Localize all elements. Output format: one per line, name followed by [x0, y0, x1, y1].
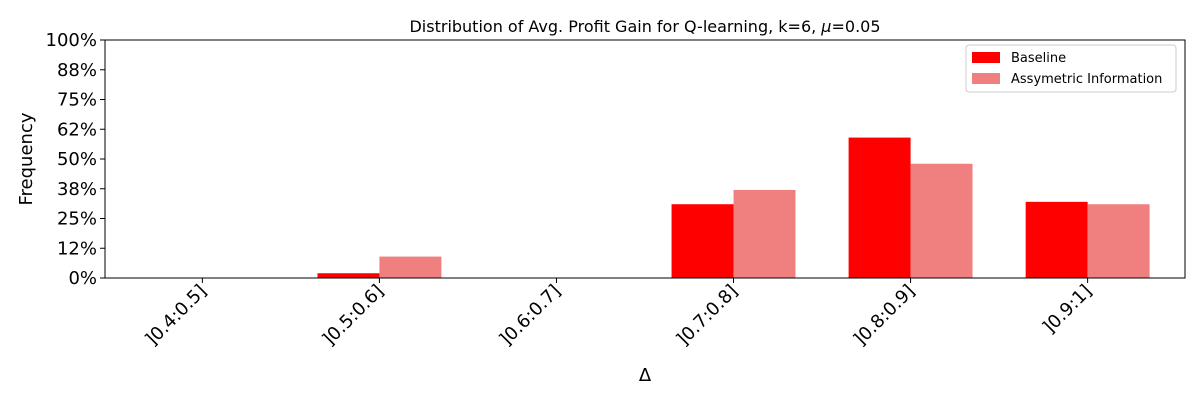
- bar-baseline-3: [671, 204, 734, 278]
- x-tick-label: ]0.6:0.7]: [495, 281, 565, 351]
- bar-baseline-1: [317, 273, 380, 278]
- y-tick-label: 50%: [57, 149, 97, 170]
- x-tick-label: ]0.8:0.9]: [850, 281, 920, 351]
- y-axis-label: Frequency: [16, 112, 37, 205]
- y-tick-label: 62%: [57, 119, 97, 140]
- bar-baseline-5: [1025, 201, 1088, 278]
- y-tick-label: 12%: [57, 238, 97, 259]
- bar-assymetric-information-5: [1087, 204, 1150, 278]
- x-tick-label: ]0.7:0.8]: [672, 281, 742, 351]
- bar-assymetric-information-4: [910, 163, 973, 278]
- x-axis-label: Δ: [639, 365, 652, 386]
- bar-baseline-4: [848, 137, 911, 278]
- bars-group: [317, 137, 1150, 278]
- y-tick-label: 38%: [57, 179, 97, 200]
- x-axis-ticks: ]0.4:0.5] ]0.5:0.6] ]0.6:0.7] ]0.7:0.8] ]0.8…: [141, 278, 1096, 350]
- y-tick-label: 100%: [46, 30, 97, 51]
- chart-title: Distribution of Avg. Profit Gain for Q-l…: [409, 17, 880, 36]
- x-tick-label: ]0.5:0.6]: [318, 281, 388, 351]
- y-tick-label: 75%: [57, 90, 97, 111]
- legend-frame: [965, 44, 1177, 93]
- plot-area-frame: [104, 39, 1186, 279]
- bar-assymetric-information-3: [733, 189, 796, 278]
- legend-swatch-baseline: [972, 52, 1000, 63]
- x-tick-label: ]0.4:0.5]: [141, 281, 211, 351]
- y-tick-label: 88%: [57, 60, 97, 81]
- legend-label-baseline: Baseline: [1011, 51, 1066, 66]
- legend: Baseline Assymetric Information: [965, 44, 1177, 93]
- legend-swatch-assymetric-information: [972, 73, 1000, 84]
- bar-assymetric-information-1: [379, 256, 442, 278]
- y-tick-label: 25%: [57, 209, 97, 230]
- y-tick-label: 0%: [68, 268, 97, 289]
- y-axis-ticks: 0% 12% 25% 38% 50% 62% 75% 88% 100%: [46, 30, 105, 289]
- x-tick-label: ]0.9:1]: [1039, 281, 1096, 338]
- legend-label-assymetric-information: Assymetric Information: [1011, 72, 1162, 87]
